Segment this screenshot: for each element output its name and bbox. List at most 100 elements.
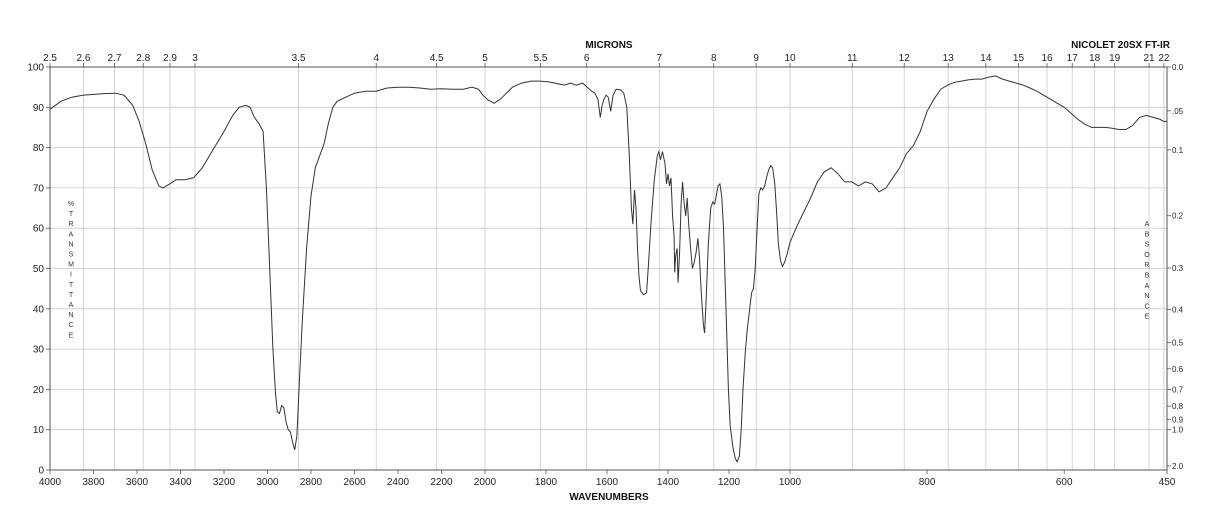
- axis-label-letter: %: [68, 201, 74, 208]
- micron-tick-label: 8: [711, 53, 717, 64]
- micron-tick-label: 15: [1013, 53, 1025, 64]
- x-tick-label: 3600: [126, 477, 149, 488]
- axis-label-letter: R: [1144, 262, 1149, 269]
- y-tick-label: 40: [33, 304, 45, 315]
- y-tick-label: 0: [38, 466, 44, 477]
- micron-tick-label: 4.5: [430, 53, 444, 64]
- micron-tick-label: 14: [980, 53, 992, 64]
- instrument-label: NICOLET 20SX FT-IR: [1071, 40, 1171, 51]
- micron-tick-label: 4: [373, 53, 379, 64]
- axis-label-letter: B: [1145, 273, 1150, 280]
- x-tick-label: 2000: [474, 477, 497, 488]
- x-tick-label: 3200: [213, 477, 236, 488]
- micron-tick-label: 9: [753, 53, 759, 64]
- x-tick-label: 2200: [430, 477, 453, 488]
- axis-label-letter: A: [69, 302, 74, 309]
- axis-label-letter: N: [68, 312, 73, 319]
- y-tick-label: 90: [33, 103, 45, 114]
- x-tick-label: 450: [1159, 477, 1176, 488]
- y-tick-label: 100: [27, 63, 44, 74]
- micron-tick-label: 21: [1143, 53, 1155, 64]
- spectrum-line: [49, 75, 1167, 464]
- axis-label-letter: E: [69, 332, 74, 339]
- micron-tick-label: 2.5: [43, 53, 57, 64]
- micron-tick-label: 16: [1041, 53, 1053, 64]
- x-tick-label: 4000: [39, 477, 62, 488]
- micron-tick-label: 2.6: [77, 53, 91, 64]
- axis-label-letter: C: [68, 322, 73, 329]
- micron-tick-label: 3: [192, 53, 198, 64]
- micron-tick-label: 22: [1158, 53, 1170, 64]
- axis-label-letter: T: [69, 211, 74, 218]
- absorbance-tick-label: 0.9: [1172, 415, 1184, 424]
- micron-tick-label: 13: [943, 53, 955, 64]
- micron-tick-label: 5.5: [534, 53, 548, 64]
- axis-label-letter: R: [68, 221, 73, 228]
- axis-label-letter: I: [70, 272, 72, 279]
- absorbance-tick-label: 0.2: [1172, 212, 1184, 221]
- x-tick-label: 1600: [596, 477, 619, 488]
- y-tick-label: 70: [33, 183, 45, 194]
- micron-tick-label: 10: [784, 53, 796, 64]
- absorbance-tick-label: 0.5: [1172, 339, 1184, 348]
- micron-tick-label: 2.9: [163, 53, 177, 64]
- y-tick-label: 20: [33, 385, 45, 396]
- absorbance-tick-label: 0.4: [1172, 306, 1184, 315]
- y-tick-label: 10: [33, 425, 45, 436]
- axis-label-letter: S: [69, 252, 74, 259]
- axis-label-letter: N: [1144, 293, 1149, 300]
- top-axis-title: MICRONS: [585, 40, 633, 51]
- micron-tick-label: 17: [1067, 53, 1079, 64]
- axis-label-letter: A: [1145, 283, 1150, 290]
- absorbance-tick-label: 2.0: [1172, 462, 1184, 471]
- absorbance-tick-label: 0.7: [1172, 386, 1184, 395]
- axis-label-letter: E: [1145, 314, 1150, 321]
- absorbance-tick-label: 0.8: [1172, 402, 1184, 411]
- micron-tick-label: 11: [847, 53, 858, 64]
- x-tick-label: 1200: [718, 477, 741, 488]
- absorbance-tick-label: 0.3: [1172, 264, 1184, 273]
- absorbance-tick-label: 1.0: [1172, 426, 1184, 435]
- x-tick-label: 2800: [300, 477, 323, 488]
- y-tick-label: 60: [33, 224, 45, 235]
- x-tick-label: 1400: [657, 477, 680, 488]
- axis-label-letter: O: [1144, 252, 1150, 259]
- x-tick-label: 2400: [387, 477, 410, 488]
- axis-label-letter: C: [1144, 303, 1149, 310]
- x-tick-label: 600: [1056, 477, 1073, 488]
- x-tick-label: 1800: [535, 477, 558, 488]
- micron-tick-label: 7: [657, 53, 663, 64]
- absorbance-tick-label: 0.6: [1172, 365, 1184, 374]
- absorbance-tick-label: .05: [1172, 107, 1184, 116]
- plot-frame: [49, 66, 1168, 471]
- y-tick-label: 80: [33, 143, 45, 154]
- x-tick-label: 1000: [779, 477, 802, 488]
- y-tick-label: 30: [33, 345, 45, 356]
- micron-tick-label: 3.5: [292, 53, 306, 64]
- grid-layer: [49, 66, 1167, 471]
- x-tick-label: 3800: [82, 477, 105, 488]
- axis-label-letter: N: [68, 241, 73, 248]
- bottom-axis-title: WAVENUMBERS: [569, 492, 649, 503]
- x-tick-label: 3000: [256, 477, 279, 488]
- micron-tick-label: 2.8: [136, 53, 150, 64]
- axis-label-letter: T: [69, 282, 74, 289]
- y-tick-label: 50: [33, 264, 45, 275]
- axis-label-letter: M: [68, 262, 74, 269]
- axis-label-letter: T: [69, 292, 74, 299]
- axis-label-letter: A: [1145, 221, 1150, 228]
- x-tick-label: 2600: [343, 477, 366, 488]
- ticks-layer: 2.5 2.6 2.7 2.8 2.9 3 3.5 4 4.5 5 5.5 6 7 8 9 10 11 12 13 1…: [27, 53, 1183, 488]
- micron-tick-label: 6: [584, 53, 590, 64]
- x-tick-label: 3400: [169, 477, 192, 488]
- micron-tick-label: 2.7: [107, 53, 121, 64]
- micron-tick-label: 5: [482, 53, 488, 64]
- axis-label-letter: S: [1145, 242, 1150, 249]
- absorbance-tick-label: 0.0: [1172, 63, 1184, 72]
- micron-tick-label: 12: [899, 53, 911, 64]
- micron-tick-label: 19: [1109, 53, 1121, 64]
- micron-tick-label: 18: [1089, 53, 1101, 64]
